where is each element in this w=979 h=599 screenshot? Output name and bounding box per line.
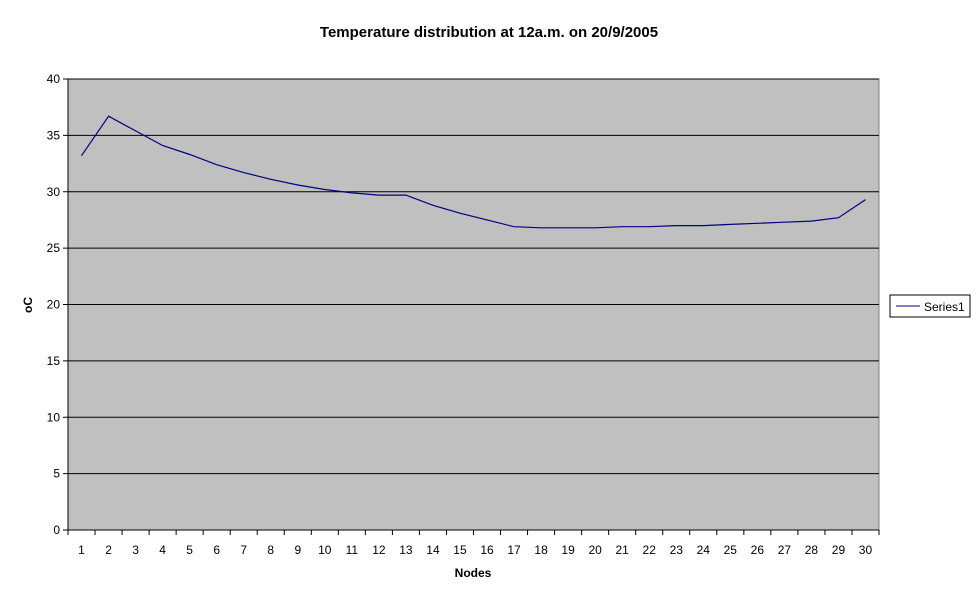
chart-title: Temperature distribution at 12a.m. on 20…	[320, 24, 658, 41]
x-tick-label: 18	[534, 543, 548, 557]
y-tick-label: 30	[47, 185, 61, 199]
y-tick-label: 25	[47, 241, 61, 255]
x-tick-label: 6	[213, 543, 220, 557]
x-tick-label: 14	[426, 543, 440, 557]
x-tick-label: 5	[186, 543, 193, 557]
x-tick-label: 28	[805, 543, 819, 557]
y-tick-label: 35	[47, 128, 61, 142]
x-tick-label: 15	[453, 543, 467, 557]
x-tick-label: 16	[480, 543, 494, 557]
x-tick-label: 25	[724, 543, 738, 557]
y-tick-label: 0	[53, 523, 60, 537]
y-axis-label: oC	[21, 297, 35, 313]
x-tick-label: 10	[318, 543, 332, 557]
x-tick-label: 21	[616, 543, 630, 557]
x-tick-label: 7	[240, 543, 247, 557]
y-tick-label: 15	[47, 354, 61, 368]
x-tick-label: 23	[670, 543, 684, 557]
x-tick-label: 22	[643, 543, 657, 557]
x-tick-label: 1	[78, 543, 85, 557]
y-tick-label: 10	[47, 410, 61, 424]
x-axis: 1 2 3 4 5 6 7 8 9 10 11 12 13 14 15 16 17 18 19 20 21 22 23 24 2…	[67, 529, 880, 557]
legend-label-series1: Series1	[924, 300, 965, 314]
series-lines	[81, 115, 866, 229]
y-axis: 0 5 10 15 20 25 30 35 40	[47, 72, 69, 537]
y-tick-label: 40	[47, 72, 61, 86]
x-tick-label: 17	[507, 543, 521, 557]
x-tick-label: 13	[399, 543, 413, 557]
x-tick-label: 27	[778, 543, 792, 557]
y-tick-label: 20	[47, 298, 61, 312]
x-tick-label: 12	[372, 543, 386, 557]
x-tick-label: 29	[832, 543, 846, 557]
legend-box	[889, 294, 971, 318]
x-tick-label: 24	[697, 543, 711, 557]
x-tick-label: 19	[561, 543, 575, 557]
x-tick-label: 30	[859, 543, 873, 557]
legend: Series1	[889, 294, 971, 318]
x-tick-label: 26	[751, 543, 765, 557]
x-tick-label: 2	[105, 543, 112, 557]
x-tick-label: 4	[159, 543, 166, 557]
gridlines	[68, 78, 879, 475]
x-tick-label: 3	[132, 543, 139, 557]
x-tick-label: 9	[294, 543, 301, 557]
x-tick-label: 11	[346, 543, 359, 557]
series-line-series1	[81, 115, 866, 229]
x-axis-label: Nodes	[455, 566, 492, 580]
y-tick-label: 5	[53, 467, 60, 481]
x-tick-label: 20	[588, 543, 602, 557]
x-tick-label: 8	[267, 543, 274, 557]
